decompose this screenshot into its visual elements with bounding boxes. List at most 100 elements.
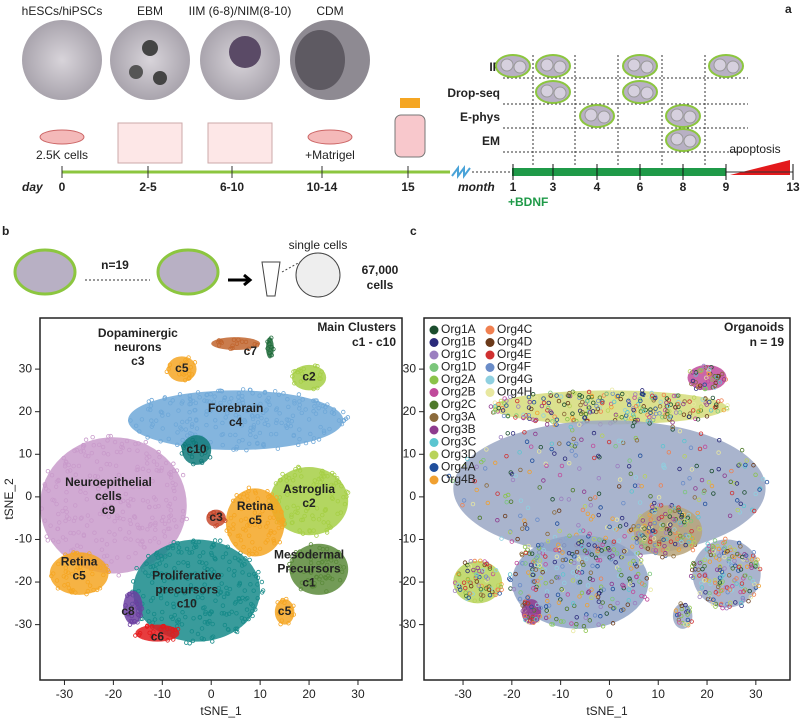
point-texture <box>131 497 136 503</box>
point-texture <box>275 600 280 605</box>
point-texture <box>327 523 332 529</box>
apoptosis: apoptosis <box>729 142 780 156</box>
point-texture <box>328 525 333 530</box>
point-texture <box>133 633 138 638</box>
point-texture <box>127 611 132 616</box>
point-texture <box>175 430 180 435</box>
point-texture <box>714 404 719 409</box>
point-texture <box>267 350 272 356</box>
point-texture <box>337 564 343 569</box>
point-texture <box>218 517 224 522</box>
point-texture <box>529 604 534 610</box>
point-texture <box>637 500 643 505</box>
point-texture <box>70 571 75 577</box>
point-texture <box>323 506 328 512</box>
point-texture <box>680 481 686 486</box>
point-texture <box>324 528 329 533</box>
point-texture <box>312 404 317 409</box>
point-texture <box>62 464 68 469</box>
point-texture <box>587 410 593 415</box>
point-texture <box>189 424 195 429</box>
point-texture <box>667 508 673 514</box>
point-texture <box>757 487 762 492</box>
point-texture <box>123 491 129 497</box>
point-texture <box>462 560 468 565</box>
cluster-label-line: Retina <box>61 554 98 568</box>
point-texture <box>505 413 511 419</box>
point-texture <box>735 498 740 503</box>
point-texture <box>653 548 659 553</box>
point-texture <box>577 594 582 599</box>
point-texture <box>666 528 672 533</box>
point-texture <box>610 553 615 559</box>
point-texture <box>301 569 307 574</box>
point-texture <box>264 407 269 412</box>
point-texture <box>686 539 691 545</box>
point-texture <box>596 398 601 404</box>
point-texture <box>254 551 259 556</box>
month-tick-label: 3 <box>550 180 557 194</box>
point-texture <box>259 415 264 421</box>
point-texture <box>298 586 304 592</box>
point-texture <box>631 407 636 413</box>
point-texture <box>554 575 559 580</box>
point-texture <box>455 582 460 588</box>
point-texture <box>260 588 266 593</box>
point-texture <box>218 402 224 408</box>
point-texture <box>650 504 655 510</box>
point-texture <box>100 444 106 450</box>
point-texture <box>330 576 335 582</box>
legend-swatch <box>429 338 439 347</box>
point-texture <box>316 437 322 442</box>
point-texture <box>228 346 233 352</box>
point-texture <box>698 431 704 436</box>
point-texture <box>598 584 604 589</box>
point-texture <box>54 501 59 507</box>
point-texture <box>164 572 169 577</box>
point-texture <box>661 537 666 542</box>
point-texture <box>580 507 586 513</box>
point-texture <box>750 578 756 584</box>
point-texture <box>591 537 597 542</box>
point-texture <box>675 536 680 541</box>
point-texture <box>566 441 571 446</box>
point-texture <box>711 491 716 496</box>
point-texture <box>69 588 74 594</box>
cluster-label: c6 <box>151 630 165 644</box>
point-texture <box>468 583 474 589</box>
point-texture <box>747 575 753 581</box>
organoid-icon <box>665 104 701 128</box>
point-texture <box>470 501 476 507</box>
point-texture <box>63 459 69 464</box>
point-texture <box>508 394 513 400</box>
point-texture <box>531 400 537 405</box>
point-texture <box>144 451 149 456</box>
point-texture <box>610 596 615 602</box>
point-texture <box>203 609 208 615</box>
point-texture <box>191 587 197 592</box>
point-texture <box>560 557 566 563</box>
point-texture <box>213 424 218 430</box>
point-texture <box>749 557 755 562</box>
point-texture <box>517 582 523 588</box>
point-texture <box>250 603 255 608</box>
point-texture <box>529 551 535 556</box>
point-texture <box>695 510 700 516</box>
point-texture <box>622 534 627 539</box>
point-texture <box>243 597 248 602</box>
point-texture <box>179 401 184 406</box>
point-texture <box>325 520 331 525</box>
point-texture <box>525 595 530 600</box>
point-texture <box>289 569 295 575</box>
point-texture <box>237 580 243 586</box>
point-texture <box>141 593 146 599</box>
point-texture <box>170 545 176 551</box>
point-texture <box>668 522 673 527</box>
point-texture <box>631 535 636 541</box>
point-texture <box>544 608 549 613</box>
point-texture <box>170 398 175 403</box>
point-texture <box>543 461 548 466</box>
point-texture <box>126 530 132 535</box>
point-texture <box>271 515 277 520</box>
point-texture <box>577 395 582 400</box>
